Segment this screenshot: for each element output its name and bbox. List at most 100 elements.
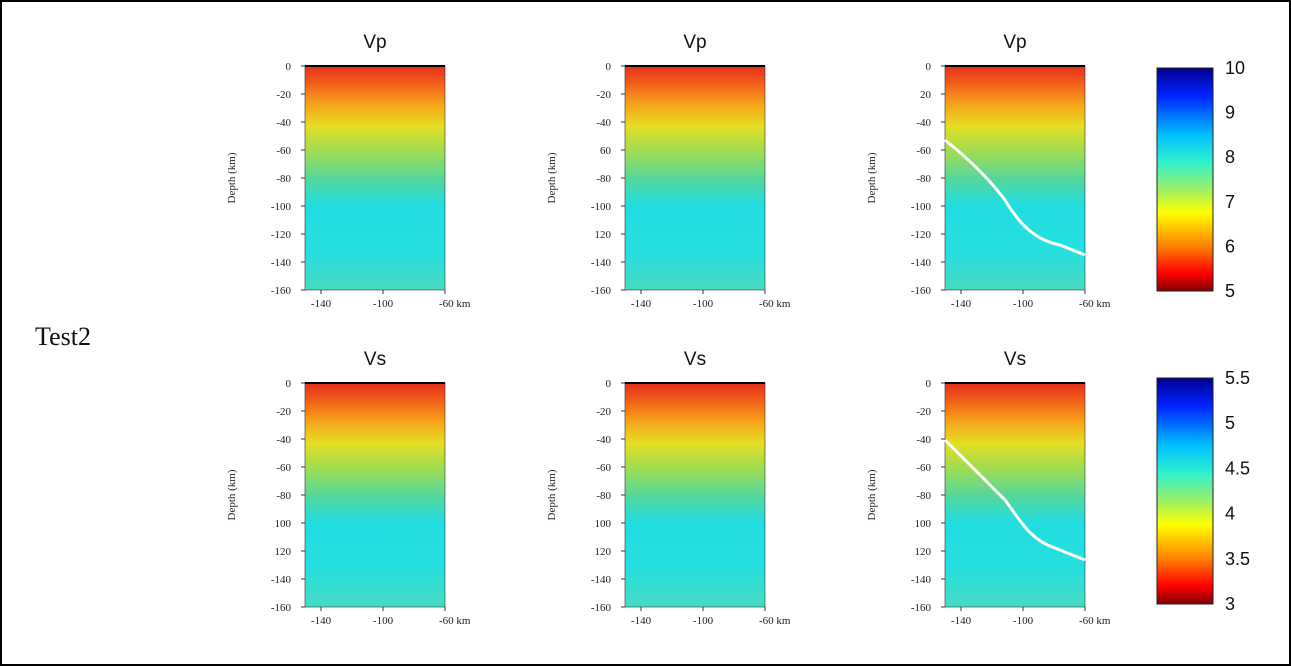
panel-title: Vs: [1004, 349, 1026, 370]
velocity-panel: [624, 382, 766, 608]
y-axis-label: Depth (km): [546, 469, 558, 520]
velocity-panel: [944, 65, 1086, 291]
colorbar-tick-label: 8: [1225, 147, 1235, 167]
y-tick-label: -80: [596, 173, 611, 185]
y-tick-label: -80: [276, 490, 291, 502]
y-tick-label: -160: [591, 285, 612, 297]
colorbar-tick-label: 5.5: [1225, 368, 1250, 388]
x-tick-label: -60 km: [759, 615, 791, 627]
y-tick-label: -160: [271, 602, 292, 614]
y-axis-label: Depth (km): [866, 152, 878, 203]
y-tick-label: -20: [596, 89, 611, 101]
figure-label: Test2: [35, 322, 91, 351]
colorbar-tick-label: 5: [1225, 413, 1235, 433]
velocity-panel: [304, 65, 446, 291]
y-tick-label: 0: [606, 61, 612, 73]
y-axis-label: Depth (km): [866, 469, 878, 520]
y-axis-label: Depth (km): [226, 152, 238, 203]
x-tick-label: -100: [1013, 298, 1034, 310]
colorbar-tick-label: 7: [1225, 192, 1235, 212]
y-tick-label: -20: [276, 89, 291, 101]
slab-curve: [943, 438, 1086, 562]
y-tick-label: 100: [275, 518, 292, 530]
colorbar-tick-label: 3: [1225, 594, 1235, 614]
y-tick-label: -40: [916, 117, 931, 129]
colorbar-tick-label: 9: [1225, 103, 1235, 123]
y-tick-label: 0: [286, 61, 292, 73]
y-tick-label: -40: [276, 117, 291, 129]
y-tick-label: -60: [596, 462, 611, 474]
x-tick-label: -140: [951, 298, 972, 310]
x-tick-label: -60 km: [439, 615, 471, 627]
y-tick-label: -120: [911, 229, 932, 241]
y-tick-label: -20: [596, 406, 611, 418]
x-tick-label: -100: [373, 298, 394, 310]
y-tick-label: -80: [276, 173, 291, 185]
y-tick-label: -80: [916, 173, 931, 185]
y-tick-label: -80: [596, 490, 611, 502]
y-tick-label: 0: [926, 378, 932, 390]
x-tick-label: -60 km: [439, 298, 471, 310]
y-tick-label: -160: [271, 285, 292, 297]
colorbar-tick-label: 4: [1225, 504, 1235, 524]
x-tick-label: -60 km: [1079, 615, 1111, 627]
colorbar-tick-label: 10: [1225, 58, 1245, 78]
panel-title: Vp: [363, 32, 386, 53]
y-tick-label: 120: [595, 229, 612, 241]
y-tick-label: 120: [915, 546, 932, 558]
y-tick-label: -140: [911, 574, 932, 586]
y-tick-label: 0: [926, 61, 932, 73]
y-axis-label: Depth (km): [226, 469, 238, 520]
y-tick-label: -140: [591, 257, 612, 269]
y-tick-label: -120: [271, 229, 292, 241]
colorbar-tick-label: 4.5: [1225, 458, 1250, 478]
colorbar-tick-label: 5: [1225, 281, 1235, 301]
y-tick-label: 60: [600, 145, 612, 157]
x-tick-label: -140: [951, 615, 972, 627]
y-tick-label: -160: [911, 285, 932, 297]
slab-curve: [944, 138, 1086, 257]
y-tick-label: -60: [916, 462, 931, 474]
y-tick-label: 0: [606, 378, 612, 390]
x-tick-label: -140: [631, 298, 652, 310]
panel-title: Vp: [683, 32, 706, 53]
y-tick-label: -60: [916, 145, 931, 157]
y-tick-label: -140: [591, 574, 612, 586]
x-tick-label: -100: [693, 298, 714, 310]
x-tick-label: -140: [631, 615, 652, 627]
y-tick-label: 120: [275, 546, 292, 558]
x-tick-label: -100: [373, 615, 394, 627]
panel-title: Vp: [1003, 32, 1026, 53]
y-tick-label: 100: [915, 518, 932, 530]
y-tick-label: -60: [276, 145, 291, 157]
y-tick-label: 100: [595, 518, 612, 530]
y-tick-label: -60: [276, 462, 291, 474]
y-tick-label: -140: [271, 257, 292, 269]
x-tick-label: -100: [693, 615, 714, 627]
y-tick-label: 20: [920, 89, 932, 101]
y-tick-label: -140: [911, 257, 932, 269]
y-tick-label: -160: [591, 602, 612, 614]
velocity-panel: [944, 382, 1086, 608]
y-tick-label: -100: [911, 201, 932, 213]
colorbar: [1156, 377, 1214, 605]
x-tick-label: -60 km: [759, 298, 791, 310]
x-tick-label: -140: [311, 615, 332, 627]
y-tick-label: -100: [271, 201, 292, 213]
velocity-panel: [624, 65, 766, 291]
x-tick-label: -100: [1013, 615, 1034, 627]
y-tick-label: -80: [916, 490, 931, 502]
x-tick-label: -140: [311, 298, 332, 310]
y-tick-label: -40: [276, 434, 291, 446]
colorbar-tick-label: 6: [1225, 236, 1235, 256]
velocity-panel: [304, 382, 446, 608]
y-tick-label: -40: [596, 434, 611, 446]
y-tick-label: 0: [286, 378, 292, 390]
y-axis-label: Depth (km): [546, 152, 558, 203]
panel-title: Vs: [684, 349, 706, 370]
y-tick-label: -140: [271, 574, 292, 586]
y-tick-label: -100: [591, 201, 612, 213]
y-tick-label: -20: [916, 406, 931, 418]
x-tick-label: -60 km: [1079, 298, 1111, 310]
